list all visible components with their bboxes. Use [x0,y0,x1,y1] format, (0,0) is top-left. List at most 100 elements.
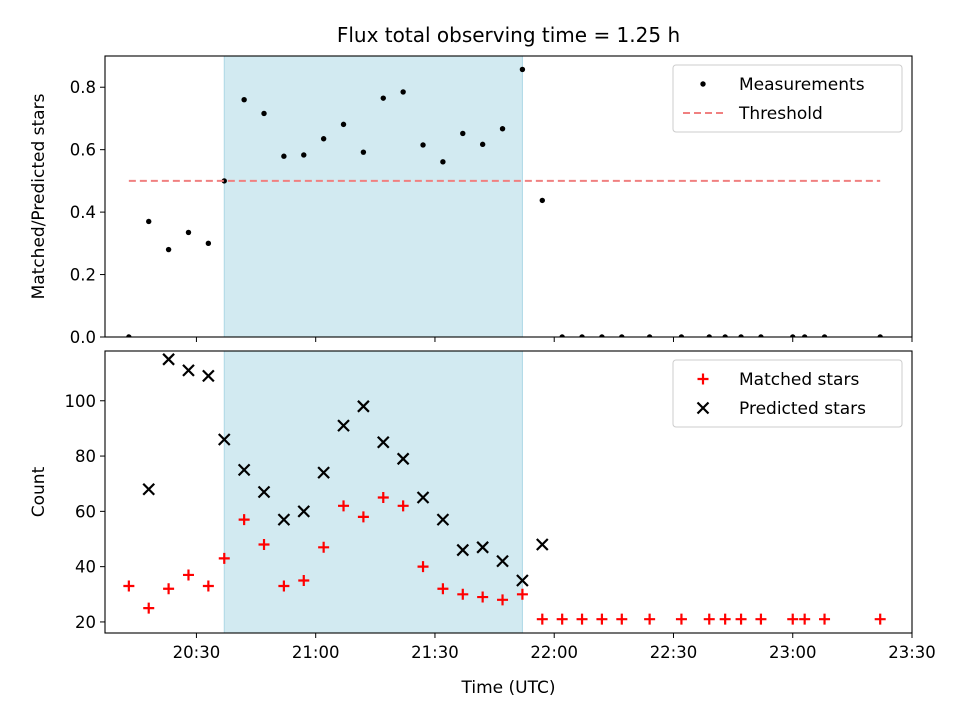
measurement-point [519,66,526,73]
legend-predicted-swatch [696,401,710,415]
predicted-star-point [202,369,215,383]
predicted-star-point [536,538,549,551]
matched-star-point [719,613,731,625]
matched-star-point [238,514,250,526]
x-tick-label: 21:00 [292,643,340,662]
predicted-star-point [516,574,529,587]
matched-star-point [644,613,656,625]
predicted-star-point [416,491,430,504]
measurement-point [380,95,386,101]
measurement-point [221,178,227,184]
measurement-point [479,141,486,148]
star-count-panel: 20 40 60 80 100 20:30 21:00 21:30 22:00 22:30 23:0… [29,350,936,698]
y-tick-label: 80 [75,447,96,466]
predicted-star-point [357,400,370,413]
matched-star-point [819,613,831,625]
matched-star-point [576,613,588,625]
matched-star-point [477,591,489,603]
plot-area [123,353,886,625]
measurement-point [320,136,327,142]
matched-star-point [338,500,350,512]
y-axis-label: Matched/Predicted stars [29,93,49,299]
measurement-point [261,110,267,117]
predicted-star-point [277,513,291,526]
measurement-point [360,149,367,155]
legend: Matched stars Predicted stars [672,359,903,428]
measurement-point [126,334,132,337]
measurement-point [185,229,192,236]
legend-label: Threshold [738,104,823,124]
measurement-point [821,334,828,337]
measurement-point [205,240,212,247]
measurement-point [400,89,406,95]
matched-star-point [735,613,747,625]
y-axis-label: Count [29,466,49,517]
measurement-point [340,121,347,128]
legend-label: Predicted stars [739,399,866,419]
predicted-star-point [456,543,470,557]
measurement-point [460,130,466,137]
legend-matched-swatch [697,373,709,385]
matched-star-point [278,580,290,592]
axes-frame [104,55,913,338]
matched-star-point [163,583,175,595]
matched-star-point [298,574,310,586]
predicted-star-point [162,353,175,366]
x-axis-label: Time (UTC) [461,678,556,698]
observing-window-span [223,350,523,634]
y-tick-label: 0.8 [70,78,96,97]
matched-star-point [457,588,469,600]
legend-box [672,64,903,133]
predicted-star-point [257,485,271,499]
measurement-point [646,334,653,337]
y-tick-label: 40 [75,558,96,577]
measurement-point [146,218,152,225]
matched-star-point [318,541,330,553]
predicted-star-point [142,482,156,496]
matched-star-point [258,539,270,551]
measurement-point [281,153,287,159]
measurement-point [758,334,764,337]
y-tick-label: 0.6 [70,141,96,160]
legend-label: Matched stars [739,370,859,390]
measurement-point [738,334,744,337]
matched-star-point [556,613,568,625]
matched-star-point [417,561,429,573]
x-tick-label: 23:00 [769,643,817,662]
matched-star-point [182,569,194,581]
legend: Measurements Threshold [672,64,903,133]
y-tick-label: 0.4 [70,203,96,222]
predicted-star-point [476,541,489,554]
measurement-point [539,197,545,204]
y-tick-label: 0.2 [70,266,96,285]
y-tick-label: 0.0 [70,328,96,347]
matched-star-point [437,583,449,595]
predicted-star-point [496,554,509,568]
matched-star-point [874,613,886,625]
matched-star-point [202,580,214,592]
matched-star-point [596,613,608,625]
predicted-star-point [317,466,330,479]
measurement-point [165,246,172,253]
measurement-point [420,142,426,148]
x-tick-label: 22:30 [650,643,698,662]
measurement-point [722,334,728,337]
measurement-point [301,152,307,158]
predicted-star-point [297,505,311,518]
predicted-star-point [217,433,231,446]
matched-star-point [536,613,548,625]
measurement-point [559,334,565,337]
matched-star-point [755,613,767,625]
measurement-point [579,334,585,337]
measurement-point [706,334,712,337]
measurement-point [241,97,247,103]
chart-title: Flux total observing time = 1.25 h [337,23,680,47]
legend-measurement-swatch [700,81,706,87]
x-tick-label: 21:30 [411,643,459,662]
matched-star-point [799,613,811,625]
matched-star-point [703,613,715,625]
plot-area [126,66,883,337]
matched-star-point [675,613,687,625]
measurement-point [877,334,883,337]
